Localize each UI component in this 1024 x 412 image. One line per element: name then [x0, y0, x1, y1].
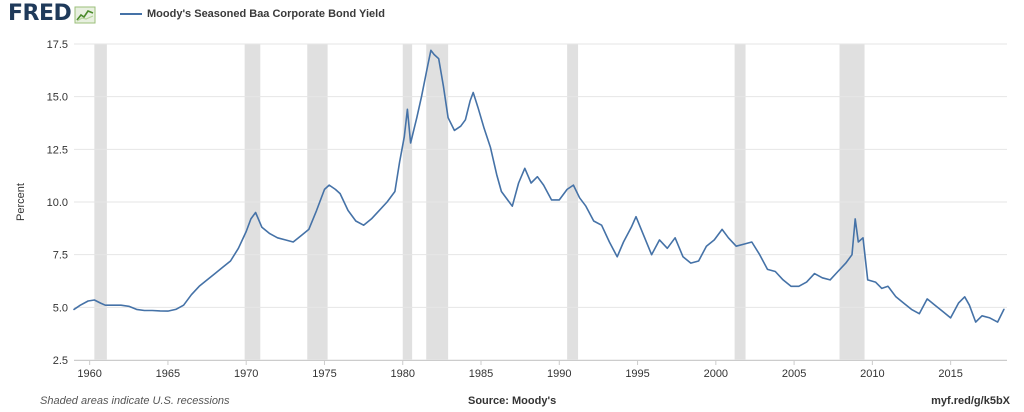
- x-tick-label: 1970: [234, 368, 258, 380]
- x-tick-label: 2005: [782, 368, 806, 380]
- y-tick-label: 2.5: [53, 355, 68, 367]
- x-tick-label: 1980: [390, 368, 414, 380]
- source-note: Source: Moody's: [468, 395, 557, 407]
- y-tick-label: 15.0: [47, 92, 68, 104]
- x-tick-label: 1985: [469, 368, 493, 380]
- series-line: [73, 49, 1005, 323]
- fred-logo[interactable]: FRED: [8, 2, 96, 26]
- chart-legend: Moody's Seasoned Baa Corporate Bond Yiel…: [120, 6, 385, 22]
- line-chart-icon: [74, 6, 96, 24]
- x-tick-label: 2000: [704, 368, 728, 380]
- short-url[interactable]: myf.red/g/k5bX: [931, 395, 1010, 407]
- grid-lines: [74, 43, 1007, 361]
- x-tick-label: 1990: [547, 368, 571, 380]
- x-tick-label: 2010: [860, 368, 884, 380]
- x-tick-label: 1960: [77, 368, 101, 380]
- y-tick-label: 5.0: [53, 302, 68, 314]
- axes: 2.5 5.0 7.5 10.0 12.5 15.0 17.5 1960 1965 1970 197…: [47, 39, 1007, 380]
- y-axis-label: Percent: [15, 183, 27, 221]
- x-tick-label: 2015: [938, 368, 962, 380]
- fred-logo-text: FRED: [8, 1, 72, 26]
- legend-swatch: [120, 13, 142, 15]
- y-tick-label: 10.0: [47, 197, 68, 209]
- recession-note: Shaded areas indicate U.S. recessions: [40, 395, 230, 407]
- series-layer: [73, 49, 1005, 323]
- y-tick-label: 12.5: [47, 144, 68, 156]
- y-tick-label: 17.5: [47, 39, 68, 51]
- graph-header: FRED Moody's Seasoned Baa Corporate Bond…: [0, 0, 1024, 28]
- x-tick-label: 1975: [312, 368, 336, 380]
- legend-label: Moody's Seasoned Baa Corporate Bond Yiel…: [147, 8, 385, 20]
- y-tick-label: 7.5: [53, 250, 68, 262]
- x-tick-label: 1995: [625, 368, 649, 380]
- x-tick-label: 1965: [156, 368, 180, 380]
